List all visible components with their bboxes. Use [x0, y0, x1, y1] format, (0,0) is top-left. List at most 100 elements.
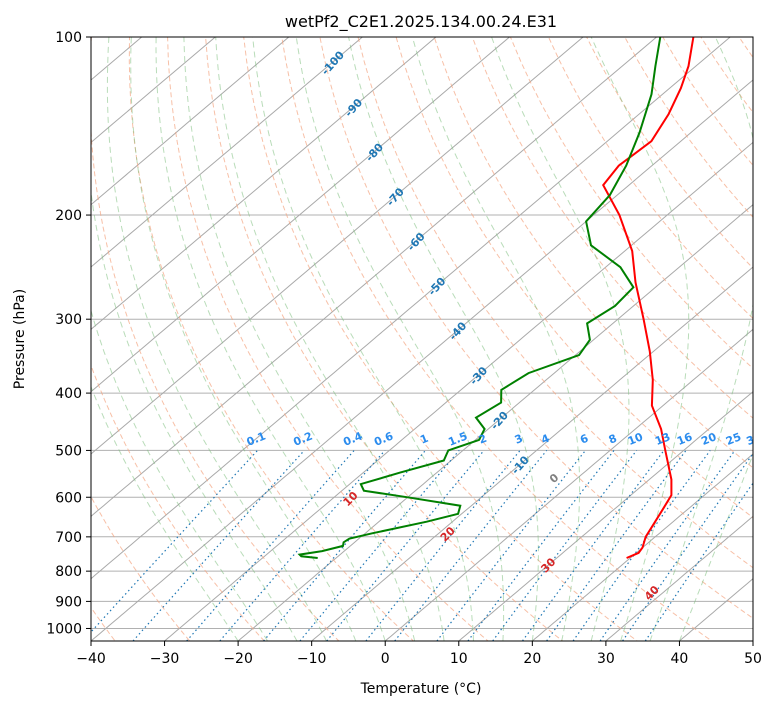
- x-tick-label: 50: [744, 651, 762, 667]
- x-axis-label: Temperature (°C): [360, 681, 482, 697]
- dry-adiabat-line: [395, 37, 753, 519]
- dry-adiabat-line: [357, 37, 753, 569]
- mixing-ratio-line: [186, 450, 355, 641]
- isotherm-line: [91, 37, 437, 330]
- isotherm-line: [91, 37, 290, 206]
- moist-adiabat-line: [678, 453, 753, 641]
- moist-adiabat-line: [590, 37, 690, 641]
- moist-adiabat-line: [215, 37, 445, 641]
- y-ticks: 1000 900 800 700 600 500 400 300 200 100: [46, 30, 91, 637]
- isotherm-line: [163, 141, 753, 641]
- mixing-ratio-label: 30: [745, 430, 764, 448]
- mixing-ratio-label: 1: [418, 432, 430, 447]
- plot-area: -100-90-80-70-60-50-40-30-20-100.1 0.2 0.4…: [91, 10, 775, 653]
- x-tick-label: 0: [381, 651, 390, 667]
- moist-adiabat-line: [155, 37, 386, 641]
- chart-title: wetPf2_C2E1.2025.134.00.24.E31: [285, 12, 557, 32]
- mixing-ratio-label: 0.4: [341, 429, 364, 448]
- dry-adiabat-label: 30: [538, 555, 558, 575]
- isotherm-line: [678, 578, 753, 641]
- isotherm-line: [531, 453, 753, 641]
- dry-adiabat-line: [662, 37, 753, 167]
- dry-adiabat-line: [433, 37, 753, 469]
- dry-adiabat-line: [319, 37, 753, 619]
- mixing-ratio-label: 13: [653, 430, 672, 448]
- mixing-ratio-label: 0.6: [372, 429, 395, 448]
- plot-frame: [90, 36, 754, 642]
- dry-adiabat-line: [509, 37, 753, 370]
- mixing-ratio-label: 10: [626, 430, 645, 448]
- isotherm-line: [91, 37, 511, 393]
- y-tick-label: 1000: [46, 621, 82, 637]
- moist-adiabat-line: [91, 385, 239, 641]
- dry-adiabat-line: [586, 37, 753, 269]
- mixing-ratio-label: 3: [513, 432, 525, 447]
- mixing-ratio-label: 6: [578, 432, 590, 447]
- mixing-ratio-line: [365, 450, 521, 641]
- dry-adiabat-line: [547, 37, 753, 320]
- dry-adiabat-label: 40: [642, 583, 662, 603]
- moist-adiabat-line: [295, 37, 505, 641]
- x-tick-label: 20: [523, 651, 541, 667]
- moist-adiabat-line: [183, 37, 416, 641]
- moist-adiabat-line: [411, 37, 581, 641]
- dry-adiabat-line: [91, 37, 340, 641]
- y-tick-label: 500: [55, 443, 82, 459]
- y-tick-label: 900: [55, 594, 82, 610]
- isotherm-line: [458, 391, 753, 641]
- x-ticks: −40 −30 −20 −10 0 10 20 30 40 50: [76, 641, 762, 667]
- isotherm-line: [605, 515, 753, 641]
- x-tick-label: 40: [671, 651, 689, 667]
- mixing-ratio-line: [622, 452, 753, 641]
- moist-adiabat-line: [348, 37, 539, 641]
- isotherm-line: [91, 37, 658, 518]
- dry-adiabat-label: 20: [438, 524, 458, 544]
- mixing-ratio-label: 36: [765, 430, 775, 448]
- mixing-ratio-label: 1.5: [446, 429, 469, 448]
- moist-adiabat-line: [649, 37, 753, 641]
- x-tick-label: −10: [297, 651, 327, 667]
- dry-adiabat-label: 10: [341, 489, 361, 509]
- mixing-ratio-line: [599, 450, 736, 641]
- mixing-ratio-line: [132, 449, 305, 641]
- y-tick-label: 800: [55, 564, 82, 580]
- mixing-ratio-line: [394, 450, 548, 641]
- isotherm-line: [384, 328, 753, 641]
- mixing-ratio-line: [644, 482, 753, 641]
- isotherm-line: [237, 204, 753, 641]
- mixing-ratio-label: 2: [477, 432, 489, 447]
- dry-adiabat-line: [700, 37, 753, 114]
- x-tick-label: 10: [450, 651, 468, 667]
- y-tick-label: 300: [55, 312, 82, 328]
- mixing-ratio-line: [91, 449, 258, 633]
- dry-adiabat-line: [128, 37, 415, 641]
- x-tick-label: 30: [597, 651, 615, 667]
- y-tick-label: 100: [55, 30, 82, 46]
- mixing-ratio-line: [572, 450, 711, 641]
- mixing-ratio-label: 20: [699, 430, 718, 448]
- isotherm-line: [91, 37, 584, 455]
- dry-adiabat-line: [91, 606, 116, 641]
- y-tick-label: 600: [55, 490, 82, 506]
- dry-adiabat-line: [91, 363, 265, 641]
- dewpoint-profile: [297, 37, 662, 559]
- x-tick-label: −30: [150, 651, 180, 667]
- y-tick-label: 700: [55, 530, 82, 546]
- dry-adiabat-line: [759, 10, 775, 653]
- isotherm-line: [310, 266, 753, 641]
- isotherm-label: -100: [319, 48, 347, 77]
- mixing-ratio-label: 0.2: [292, 429, 315, 448]
- dry-adiabat-line: [91, 495, 191, 641]
- moist-adiabat-line: [91, 187, 298, 641]
- mixing-ratio-line: [546, 450, 687, 641]
- dry-adiabat-line: [205, 37, 564, 641]
- mixing-ratio-line: [219, 450, 386, 641]
- moist-adiabat-line: [91, 309, 268, 641]
- x-tick-label: −20: [223, 651, 253, 667]
- dry-adiabat-line: [738, 37, 753, 59]
- mixing-ratio-label: 25: [724, 430, 743, 448]
- y-axis-label: Pressure (hPa): [12, 289, 28, 389]
- moist-adiabat-line: [252, 37, 474, 641]
- mixing-ratio-line: [467, 450, 615, 641]
